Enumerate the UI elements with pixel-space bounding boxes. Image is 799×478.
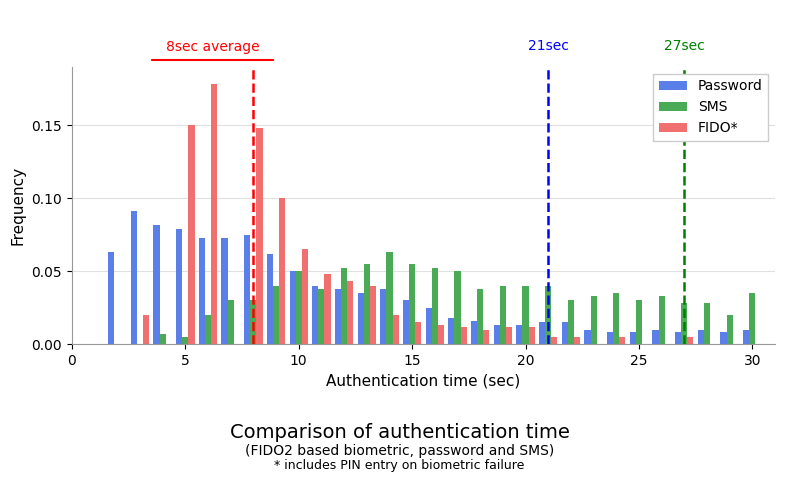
Bar: [335, 289, 341, 344]
Bar: [494, 325, 500, 344]
Bar: [409, 264, 415, 344]
Bar: [506, 326, 512, 344]
Bar: [273, 286, 279, 344]
Bar: [438, 325, 444, 344]
Bar: [211, 85, 217, 344]
Bar: [160, 334, 165, 344]
Bar: [551, 337, 558, 344]
Bar: [448, 318, 455, 344]
Bar: [221, 238, 228, 344]
Bar: [539, 322, 545, 344]
Text: Comparison of authentication time: Comparison of authentication time: [229, 423, 570, 442]
Bar: [289, 271, 296, 344]
Bar: [189, 125, 194, 344]
Bar: [675, 333, 682, 344]
Bar: [545, 286, 551, 344]
Bar: [279, 198, 285, 344]
Bar: [296, 271, 302, 344]
Bar: [607, 333, 613, 344]
Bar: [471, 321, 477, 344]
Bar: [630, 333, 636, 344]
Bar: [341, 268, 347, 344]
Bar: [726, 315, 733, 344]
Bar: [380, 289, 387, 344]
Bar: [584, 329, 590, 344]
Bar: [704, 304, 710, 344]
Bar: [698, 329, 704, 344]
X-axis label: Authentication time (sec): Authentication time (sec): [326, 373, 521, 389]
Y-axis label: Frequency: Frequency: [11, 166, 26, 245]
Bar: [267, 254, 273, 344]
Bar: [431, 268, 438, 344]
Bar: [153, 225, 160, 344]
Bar: [199, 238, 205, 344]
Bar: [613, 293, 619, 344]
Bar: [370, 286, 376, 344]
Bar: [562, 322, 568, 344]
Text: 8sec average: 8sec average: [165, 41, 260, 54]
Bar: [176, 229, 182, 344]
Bar: [721, 333, 726, 344]
Bar: [426, 308, 431, 344]
Text: (FIDO2 based biometric, password and SMS): (FIDO2 based biometric, password and SMS…: [244, 444, 555, 457]
Bar: [392, 315, 399, 344]
Bar: [108, 252, 114, 344]
Bar: [749, 293, 755, 344]
Bar: [682, 304, 687, 344]
Bar: [256, 128, 263, 344]
Bar: [653, 329, 658, 344]
Bar: [687, 337, 694, 344]
Bar: [347, 282, 353, 344]
Bar: [403, 300, 409, 344]
Bar: [312, 286, 318, 344]
Bar: [131, 211, 137, 344]
Bar: [568, 300, 574, 344]
Bar: [250, 300, 256, 344]
Bar: [500, 286, 506, 344]
Bar: [590, 296, 597, 344]
Bar: [658, 296, 665, 344]
Bar: [358, 293, 364, 344]
Text: 21sec: 21sec: [528, 39, 569, 53]
Bar: [302, 250, 308, 344]
Text: 27sec: 27sec: [664, 39, 705, 53]
Bar: [415, 322, 421, 344]
Bar: [182, 337, 189, 344]
Bar: [324, 274, 331, 344]
Bar: [364, 264, 370, 344]
Legend: Password, SMS, FIDO*: Password, SMS, FIDO*: [654, 74, 768, 141]
Bar: [636, 300, 642, 344]
Bar: [205, 315, 211, 344]
Bar: [516, 325, 523, 344]
Bar: [523, 286, 529, 344]
Text: * includes PIN entry on biometric failure: * includes PIN entry on biometric failur…: [274, 459, 525, 472]
Bar: [460, 326, 467, 344]
Bar: [574, 337, 580, 344]
Bar: [244, 235, 250, 344]
Bar: [529, 326, 535, 344]
Bar: [619, 337, 626, 344]
Bar: [483, 329, 489, 344]
Bar: [228, 300, 234, 344]
Bar: [387, 252, 392, 344]
Bar: [318, 289, 324, 344]
Bar: [143, 315, 149, 344]
Bar: [477, 289, 483, 344]
Bar: [743, 329, 749, 344]
Bar: [455, 271, 460, 344]
